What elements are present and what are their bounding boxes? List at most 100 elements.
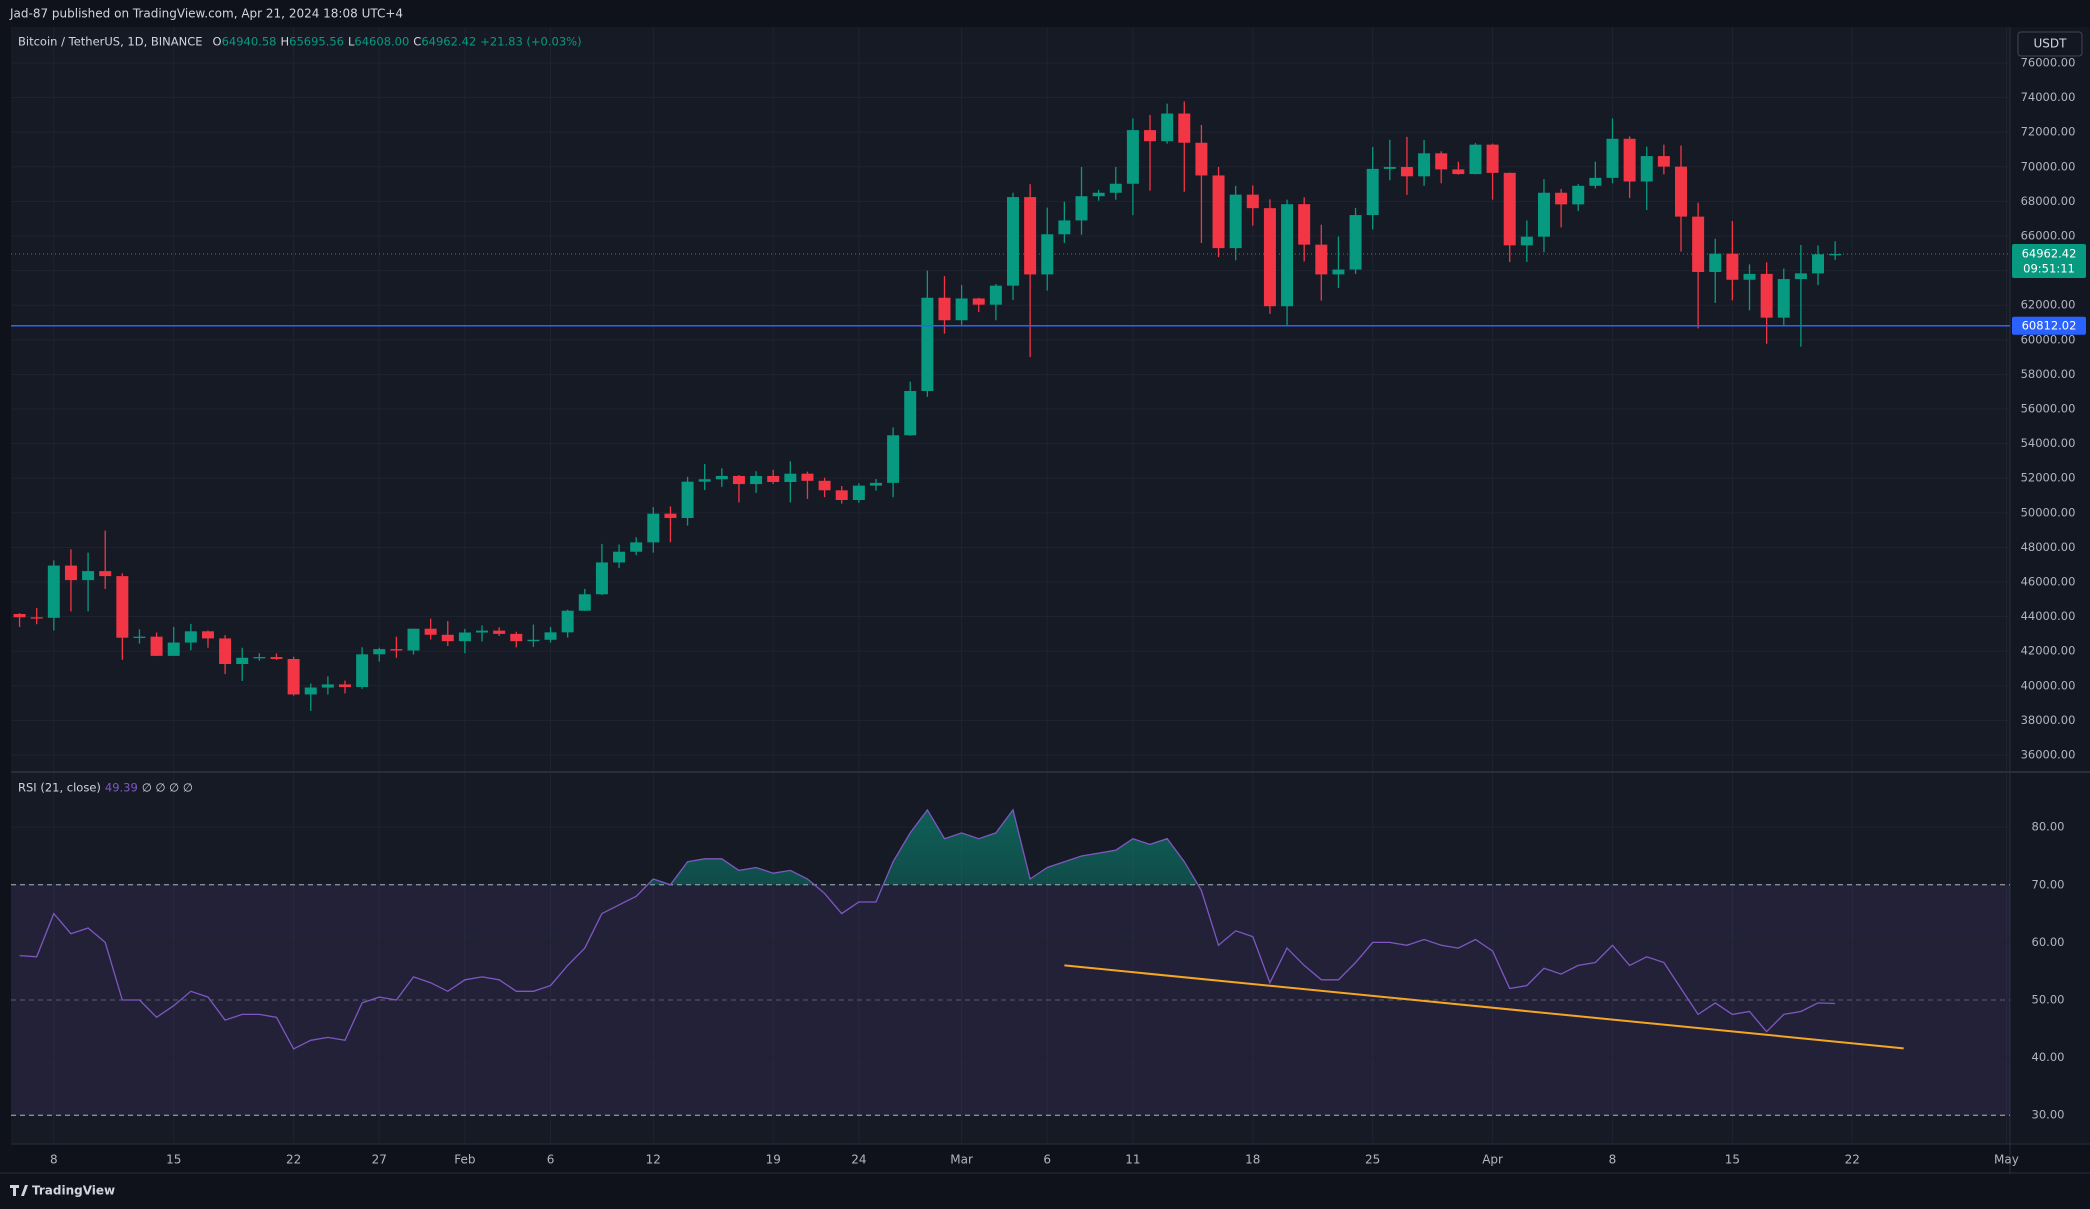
candle-body bbox=[47, 565, 60, 618]
candle-body bbox=[647, 513, 660, 543]
ohlc-value: 64962.42 bbox=[421, 35, 476, 49]
grid bbox=[11, 27, 2010, 1144]
candle-body bbox=[201, 631, 214, 639]
y-tick-label: 80.00 bbox=[2032, 820, 2065, 834]
y-tick-label: 72000.00 bbox=[2021, 125, 2076, 139]
y-tick-label: 44000.00 bbox=[2021, 609, 2076, 623]
candle-body bbox=[407, 628, 420, 651]
candle-body bbox=[904, 391, 917, 436]
candle-body bbox=[390, 649, 403, 651]
candle-body bbox=[801, 473, 814, 481]
candle-body bbox=[167, 642, 180, 656]
currency[interactable]: USDT bbox=[2034, 37, 2068, 51]
candle-body bbox=[1640, 156, 1653, 182]
candle-body bbox=[1435, 153, 1448, 170]
y-tick-label: 42000.00 bbox=[2021, 644, 2076, 658]
symbol: Bitcoin / TetherUS, 1D, BINANCE bbox=[18, 35, 203, 49]
candle-body bbox=[1520, 236, 1533, 246]
candle-body bbox=[887, 435, 900, 483]
candle-body bbox=[1418, 153, 1431, 177]
candle-body bbox=[1161, 113, 1174, 142]
candle-body bbox=[82, 571, 95, 581]
price-pane bbox=[11, 27, 2010, 771]
x-tick-label: 22 bbox=[286, 1153, 301, 1167]
candle-body bbox=[561, 610, 574, 633]
legend: Bitcoin / TetherUS, 1D, BINANCE O 64940.58… bbox=[18, 35, 582, 795]
candle-body bbox=[1007, 197, 1019, 286]
candle-body bbox=[732, 475, 745, 485]
candle-body bbox=[972, 298, 985, 305]
candle-body bbox=[510, 633, 523, 642]
candle-body bbox=[1383, 166, 1396, 169]
x-tick-label: Feb bbox=[454, 1153, 475, 1167]
ohlc-value: 65695.56 bbox=[289, 35, 344, 49]
candle-body bbox=[1760, 273, 1773, 318]
last-price-label: 64962.42 bbox=[2022, 246, 2077, 260]
ohlc-key: C bbox=[413, 35, 421, 49]
x-tick-label: 11 bbox=[1125, 1153, 1140, 1167]
candle-body bbox=[578, 594, 591, 611]
candle-body bbox=[1743, 273, 1756, 280]
ohlc-key: L bbox=[348, 35, 355, 49]
candle-body bbox=[630, 542, 643, 552]
candle-body bbox=[99, 571, 112, 577]
y-tick-label: 40.00 bbox=[2032, 1050, 2065, 1064]
candle-body bbox=[1109, 183, 1122, 193]
candle-body bbox=[681, 481, 694, 518]
candle-body bbox=[373, 649, 386, 655]
x-tick-label: 15 bbox=[166, 1153, 181, 1167]
candle-body bbox=[493, 630, 506, 634]
brand-logo bbox=[10, 1185, 28, 1196]
price-scale bbox=[2010, 27, 2090, 1144]
candle-body bbox=[1486, 144, 1499, 173]
candle-body bbox=[527, 639, 540, 642]
y-tick-label: 60.00 bbox=[2032, 935, 2065, 949]
candle-body bbox=[595, 562, 608, 595]
y-tick-label: 50.00 bbox=[2032, 992, 2065, 1006]
candle-body bbox=[1195, 142, 1208, 176]
ohlc-value: 64940.58 bbox=[222, 35, 277, 49]
publisher: Jad-87 published on TradingView.com, Apr… bbox=[9, 7, 403, 21]
candle-body bbox=[921, 297, 934, 392]
candle-body bbox=[1332, 269, 1345, 275]
y-tick-label: 56000.00 bbox=[2021, 401, 2076, 415]
candle-body bbox=[1263, 208, 1276, 307]
candle-body bbox=[304, 687, 317, 695]
candle-body bbox=[852, 485, 865, 500]
candle-body bbox=[1315, 244, 1328, 275]
candle-body bbox=[1503, 172, 1516, 246]
y-tick-label: 48000.00 bbox=[2021, 540, 2076, 554]
y-tick-label: 36000.00 bbox=[2021, 747, 2076, 761]
candle-body bbox=[441, 634, 454, 642]
candle-body bbox=[869, 482, 882, 486]
candle-body bbox=[1812, 254, 1825, 274]
x-tick-label: Apr bbox=[1482, 1153, 1503, 1167]
candle-body bbox=[1692, 216, 1705, 272]
candle-body bbox=[1246, 194, 1259, 209]
candle-body bbox=[339, 684, 351, 688]
candle-body bbox=[835, 490, 848, 500]
x-tick-label: 8 bbox=[1609, 1153, 1617, 1167]
candle-body bbox=[1212, 175, 1225, 249]
candle-body bbox=[1144, 130, 1157, 142]
overbought-fill bbox=[647, 809, 1198, 885]
x-tick-label: 18 bbox=[1245, 1153, 1260, 1167]
candle-body bbox=[989, 285, 1002, 305]
candle-body bbox=[1349, 215, 1362, 270]
y-tick-label: 50000.00 bbox=[2021, 505, 2076, 519]
candle-body bbox=[1281, 204, 1294, 307]
candle-body bbox=[1829, 253, 1842, 256]
x-tick-label: 25 bbox=[1365, 1153, 1380, 1167]
candle-body bbox=[356, 654, 369, 688]
candle-body bbox=[1469, 144, 1482, 175]
currency-button[interactable] bbox=[2017, 31, 2083, 57]
candle-body bbox=[544, 632, 557, 640]
candle-body bbox=[1606, 138, 1619, 178]
candle-body bbox=[784, 473, 797, 483]
candle-body bbox=[1777, 279, 1790, 318]
candle-body bbox=[253, 657, 266, 659]
candle-body bbox=[1572, 185, 1585, 205]
last-price-tag bbox=[2012, 243, 2086, 278]
